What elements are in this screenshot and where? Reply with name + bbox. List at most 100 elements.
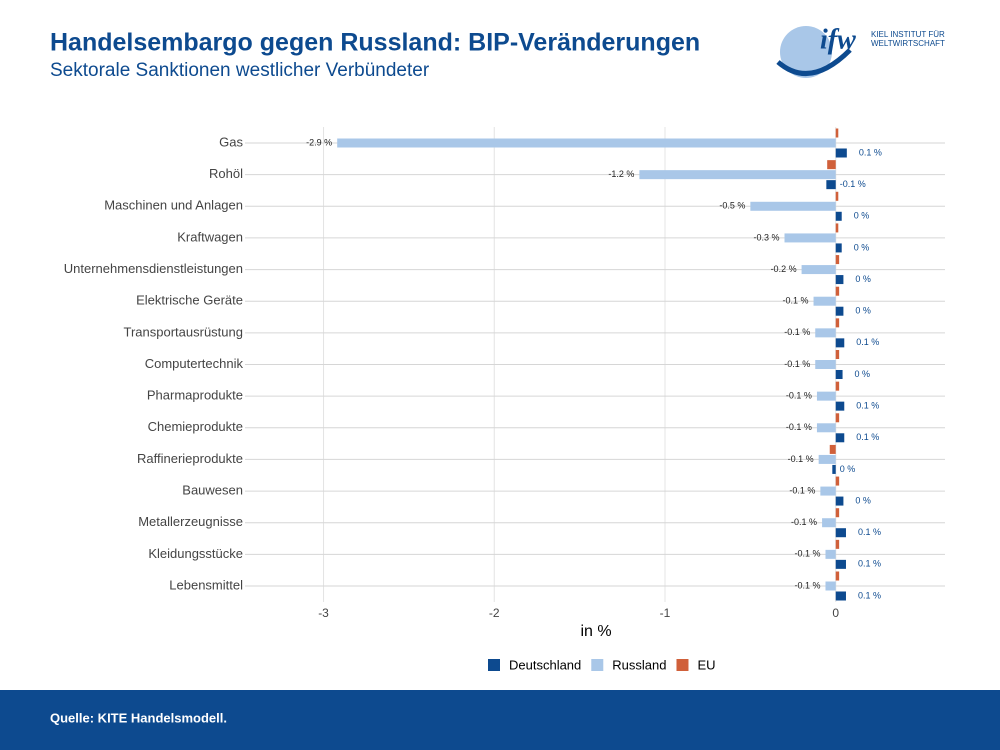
bar xyxy=(835,433,845,443)
data-label: -0.1 % xyxy=(794,549,820,559)
bar xyxy=(750,201,836,211)
bar xyxy=(816,391,836,401)
data-label: -2.9 % xyxy=(306,137,332,147)
data-label: 0 % xyxy=(855,495,871,505)
bar xyxy=(835,571,840,581)
y-tick-label: Computertechnik xyxy=(145,356,244,371)
bar xyxy=(835,223,839,233)
y-tick-label: Rohöl xyxy=(209,166,243,181)
y-tick-label: Maschinen und Anlagen xyxy=(104,198,243,213)
y-tick-label: Transportausrüstung xyxy=(124,324,243,339)
bar xyxy=(835,211,842,221)
data-label: -0.1 % xyxy=(786,391,812,401)
bar xyxy=(835,243,842,253)
bar xyxy=(835,496,844,506)
data-label: -0.1 % xyxy=(791,517,817,527)
logo-text: KIEL INSTITUT FÜR xyxy=(871,30,945,39)
y-tick-label: Kraftwagen xyxy=(177,229,243,244)
source: Quelle: KITE Handelsmodell. xyxy=(50,710,227,725)
legend-swatch xyxy=(676,659,689,671)
chart-subtitle: Sektorale Sanktionen westlicher Verbünde… xyxy=(50,60,430,81)
bar xyxy=(829,444,836,454)
chart-title: Handelsembargo gegen Russland: BIP-Verän… xyxy=(50,29,700,57)
data-label: -0.1 % xyxy=(784,359,810,369)
legend-swatch xyxy=(591,659,604,671)
logo-swoosh xyxy=(776,48,852,77)
data-label: -0.1 % xyxy=(783,296,809,306)
bar xyxy=(835,148,847,158)
data-label: -0.1 % xyxy=(794,580,820,590)
logo-globe xyxy=(780,26,832,78)
y-tick-label: Unternehmensdienstleistungen xyxy=(64,261,243,276)
y-tick-label: Raffinerieprodukte xyxy=(137,451,243,466)
data-label: 0.1 % xyxy=(856,337,879,347)
legend-swatch xyxy=(488,659,500,671)
bar xyxy=(835,508,840,518)
bar xyxy=(835,528,846,538)
bar xyxy=(835,413,840,423)
y-tick-label: Pharmaprodukte xyxy=(147,388,243,403)
bar xyxy=(784,233,836,243)
logo-mark: ifw xyxy=(820,24,856,55)
data-label: -0.2 % xyxy=(771,264,797,274)
data-label: 0.1 % xyxy=(858,559,881,569)
data-label: 0 % xyxy=(854,242,870,252)
bar xyxy=(835,539,840,549)
y-tick-label: Bauwesen xyxy=(182,483,243,498)
legend-label: Russland xyxy=(612,657,666,672)
bar xyxy=(825,549,836,559)
bar xyxy=(827,160,836,170)
legend-label: Deutschland xyxy=(509,657,581,672)
x-axis-label: in % xyxy=(580,623,611,640)
bar xyxy=(835,559,846,569)
bar xyxy=(835,318,840,328)
bar xyxy=(835,286,840,296)
bar xyxy=(815,328,836,338)
data-label: -1.2 % xyxy=(608,169,634,179)
bar xyxy=(835,591,846,601)
bar xyxy=(835,191,839,201)
bar xyxy=(835,338,845,348)
data-label: -0.1 % xyxy=(786,422,812,432)
bar xyxy=(826,180,836,190)
logo: ifw KIEL INSTITUT FÜR WELTWIRTSCHAFT xyxy=(776,24,945,78)
data-label: -0.1 % xyxy=(789,485,815,495)
y-tick-label: Metallerzeugnisse xyxy=(138,514,243,529)
data-label: 0.1 % xyxy=(858,527,881,537)
bar xyxy=(832,464,836,474)
bar xyxy=(813,296,836,306)
logo-text: WELTWIRTSCHAFT xyxy=(871,39,945,48)
data-label: -0.3 % xyxy=(753,232,779,242)
bar xyxy=(835,401,845,411)
bar xyxy=(816,423,836,433)
footer xyxy=(0,690,1000,750)
bar xyxy=(835,255,840,265)
data-label: -0.1 % xyxy=(840,179,866,189)
data-label: 0 % xyxy=(855,306,871,316)
x-tick-label: 0 xyxy=(832,606,839,620)
data-label: 0 % xyxy=(855,274,871,284)
bar xyxy=(820,486,836,496)
x-tick-label: -1 xyxy=(660,606,671,620)
data-label: -0.1 % xyxy=(788,454,814,464)
bar xyxy=(835,275,844,285)
x-tick-label: -2 xyxy=(489,606,500,620)
bar xyxy=(835,128,839,138)
data-label: 0.1 % xyxy=(859,147,882,157)
bar xyxy=(835,306,844,316)
legend-label: EU xyxy=(697,657,715,672)
y-tick-label: Elektrische Geräte xyxy=(136,293,243,308)
data-label: 0.1 % xyxy=(856,401,879,411)
bar xyxy=(639,170,836,180)
bar xyxy=(337,138,836,148)
x-tick-label: -3 xyxy=(318,606,329,620)
bar xyxy=(835,381,840,391)
data-label: -0.5 % xyxy=(719,201,745,211)
bar xyxy=(801,265,836,275)
y-tick-label: Gas xyxy=(219,134,243,149)
bar xyxy=(825,581,836,591)
y-tick-label: Lebensmittel xyxy=(169,577,243,592)
bar xyxy=(818,454,836,464)
data-label: 0.1 % xyxy=(856,432,879,442)
data-label: -0.1 % xyxy=(784,327,810,337)
